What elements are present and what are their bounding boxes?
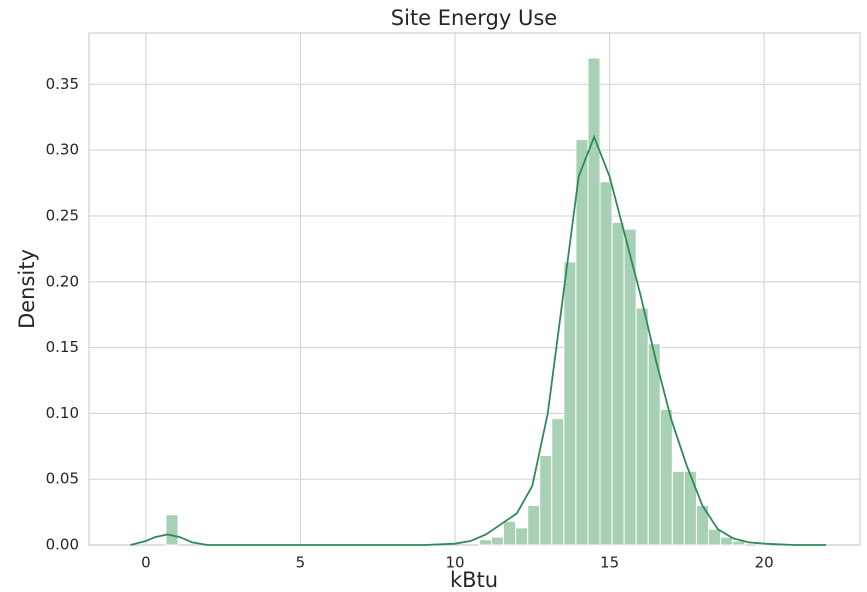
y-tick-label: 0.00 — [46, 536, 79, 554]
y-tick-label: 0.25 — [46, 206, 79, 224]
x-tick-label: 10 — [445, 554, 464, 572]
histogram-bar — [165, 514, 179, 546]
histogram-bar — [708, 528, 722, 546]
y-tick-label: 0.10 — [46, 404, 79, 422]
histogram-bar — [551, 418, 565, 546]
x-axis-label: kBtu — [450, 568, 498, 592]
kde-line — [130, 134, 826, 546]
x-tick-label: 0 — [141, 554, 151, 572]
x-tick-label: 15 — [600, 554, 619, 572]
histogram-bar — [720, 536, 734, 546]
y-tick-label: 0.15 — [46, 338, 79, 356]
y-tick-label: 0.35 — [46, 75, 79, 93]
histogram-bar — [527, 505, 541, 546]
histogram-bar — [611, 222, 625, 546]
histogram-bar — [683, 470, 697, 546]
histogram-bar — [587, 57, 601, 546]
chart-title: Site Energy Use — [391, 6, 557, 30]
histogram-bar — [563, 261, 577, 546]
histogram-bar — [635, 307, 649, 546]
y-tick-label: 0.30 — [46, 141, 79, 159]
x-tick-label: 20 — [755, 554, 774, 572]
histogram-bar — [539, 454, 553, 546]
histogram-bar — [503, 520, 517, 546]
x-tick-label: 5 — [296, 554, 306, 572]
plot-frame — [88, 32, 861, 546]
histogram-bar — [623, 228, 637, 546]
y-tick-label: 0.05 — [46, 470, 79, 488]
y-tick-label: 0.20 — [46, 272, 79, 290]
histogram-bar — [732, 540, 746, 546]
histogram-bar — [659, 408, 673, 546]
histogram-bar — [515, 527, 529, 546]
histogram-bar — [575, 139, 589, 546]
histogram-bar — [599, 181, 613, 546]
histogram-bar — [491, 536, 505, 546]
histogram-bar — [671, 470, 685, 546]
histogram-bar — [478, 539, 493, 546]
y-axis-label: Density — [15, 249, 39, 329]
